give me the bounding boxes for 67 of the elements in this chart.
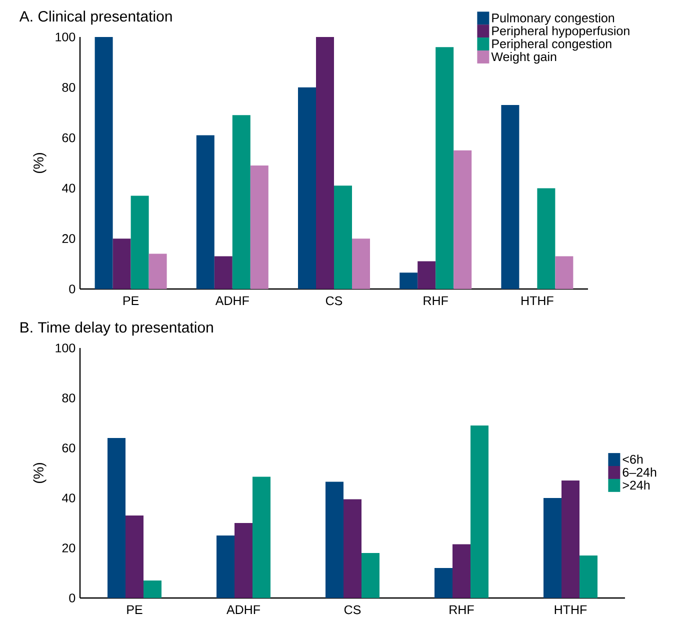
y-axis-title: (%) (33, 152, 46, 174)
x-tick-label: RHF (450, 605, 474, 614)
x-tick-label: RHF (424, 296, 448, 305)
y-tick-label: 40 (62, 184, 76, 193)
bar (144, 580, 162, 598)
y-tick-label: 80 (62, 82, 76, 92)
y-tick-label: 60 (62, 444, 76, 452)
bar (352, 238, 370, 289)
x-tick-label: PE (127, 605, 142, 614)
bar (543, 498, 562, 598)
bar (298, 87, 316, 289)
x-tick-label: HTHF (522, 296, 554, 305)
bar (130, 196, 149, 289)
y-tick-label: 20 (62, 234, 76, 244)
legend-label: <6h (622, 454, 643, 464)
bar (326, 482, 344, 598)
bar (252, 476, 270, 598)
x-tick-label: ADHF (226, 605, 260, 614)
y-tick-label: 60 (62, 133, 76, 142)
bar (501, 105, 520, 289)
y-tick-label: 100 (56, 344, 76, 352)
bar (232, 115, 250, 289)
legend-label: Peripheral congestion (492, 39, 612, 51)
bar (108, 438, 126, 598)
bar (579, 555, 598, 598)
chart-title: A. Clinical presentation (19, 10, 172, 25)
y-tick-label: 80 (62, 394, 76, 402)
x-tick-label: HTHF (554, 605, 587, 614)
bar (418, 261, 436, 289)
legend-label: >24h (622, 480, 650, 490)
bar (434, 568, 452, 598)
bar (470, 425, 488, 598)
y-tick-label: 0 (69, 594, 76, 602)
y-tick-label: 40 (62, 494, 76, 502)
bar (362, 552, 380, 598)
legend-label: Peripheral hypoperfusion (492, 26, 630, 38)
y-tick-label: 0 (69, 284, 76, 294)
bar (561, 480, 580, 598)
bar (148, 254, 167, 289)
x-tick-label: PE (123, 296, 139, 305)
bar (126, 515, 144, 598)
bar (216, 535, 234, 598)
bar (214, 256, 232, 289)
bar (344, 499, 362, 598)
bar (436, 47, 454, 289)
bar (94, 36, 113, 289)
bar (334, 186, 352, 289)
bar (555, 256, 574, 289)
x-tick-label: ADHF (215, 296, 249, 305)
bar (316, 36, 334, 289)
x-tick-label: CS (326, 296, 342, 306)
bar (537, 188, 556, 289)
y-tick-label: 100 (56, 32, 76, 42)
bar (234, 522, 252, 598)
bar (400, 272, 418, 289)
legend-label: Pulmonary congestion (492, 13, 614, 25)
chart-title: B. Time delay to presentation (20, 322, 213, 336)
x-tick-label: CS (344, 605, 361, 614)
legend-label: 6–24h (622, 468, 656, 477)
legend-label: Weight gain (491, 52, 556, 64)
bar (452, 544, 470, 598)
bar (196, 135, 214, 289)
y-tick-label: 20 (62, 544, 76, 552)
bar (250, 166, 268, 289)
bar (112, 238, 131, 289)
bar (454, 150, 472, 289)
y-axis-title: (%) (33, 462, 46, 484)
